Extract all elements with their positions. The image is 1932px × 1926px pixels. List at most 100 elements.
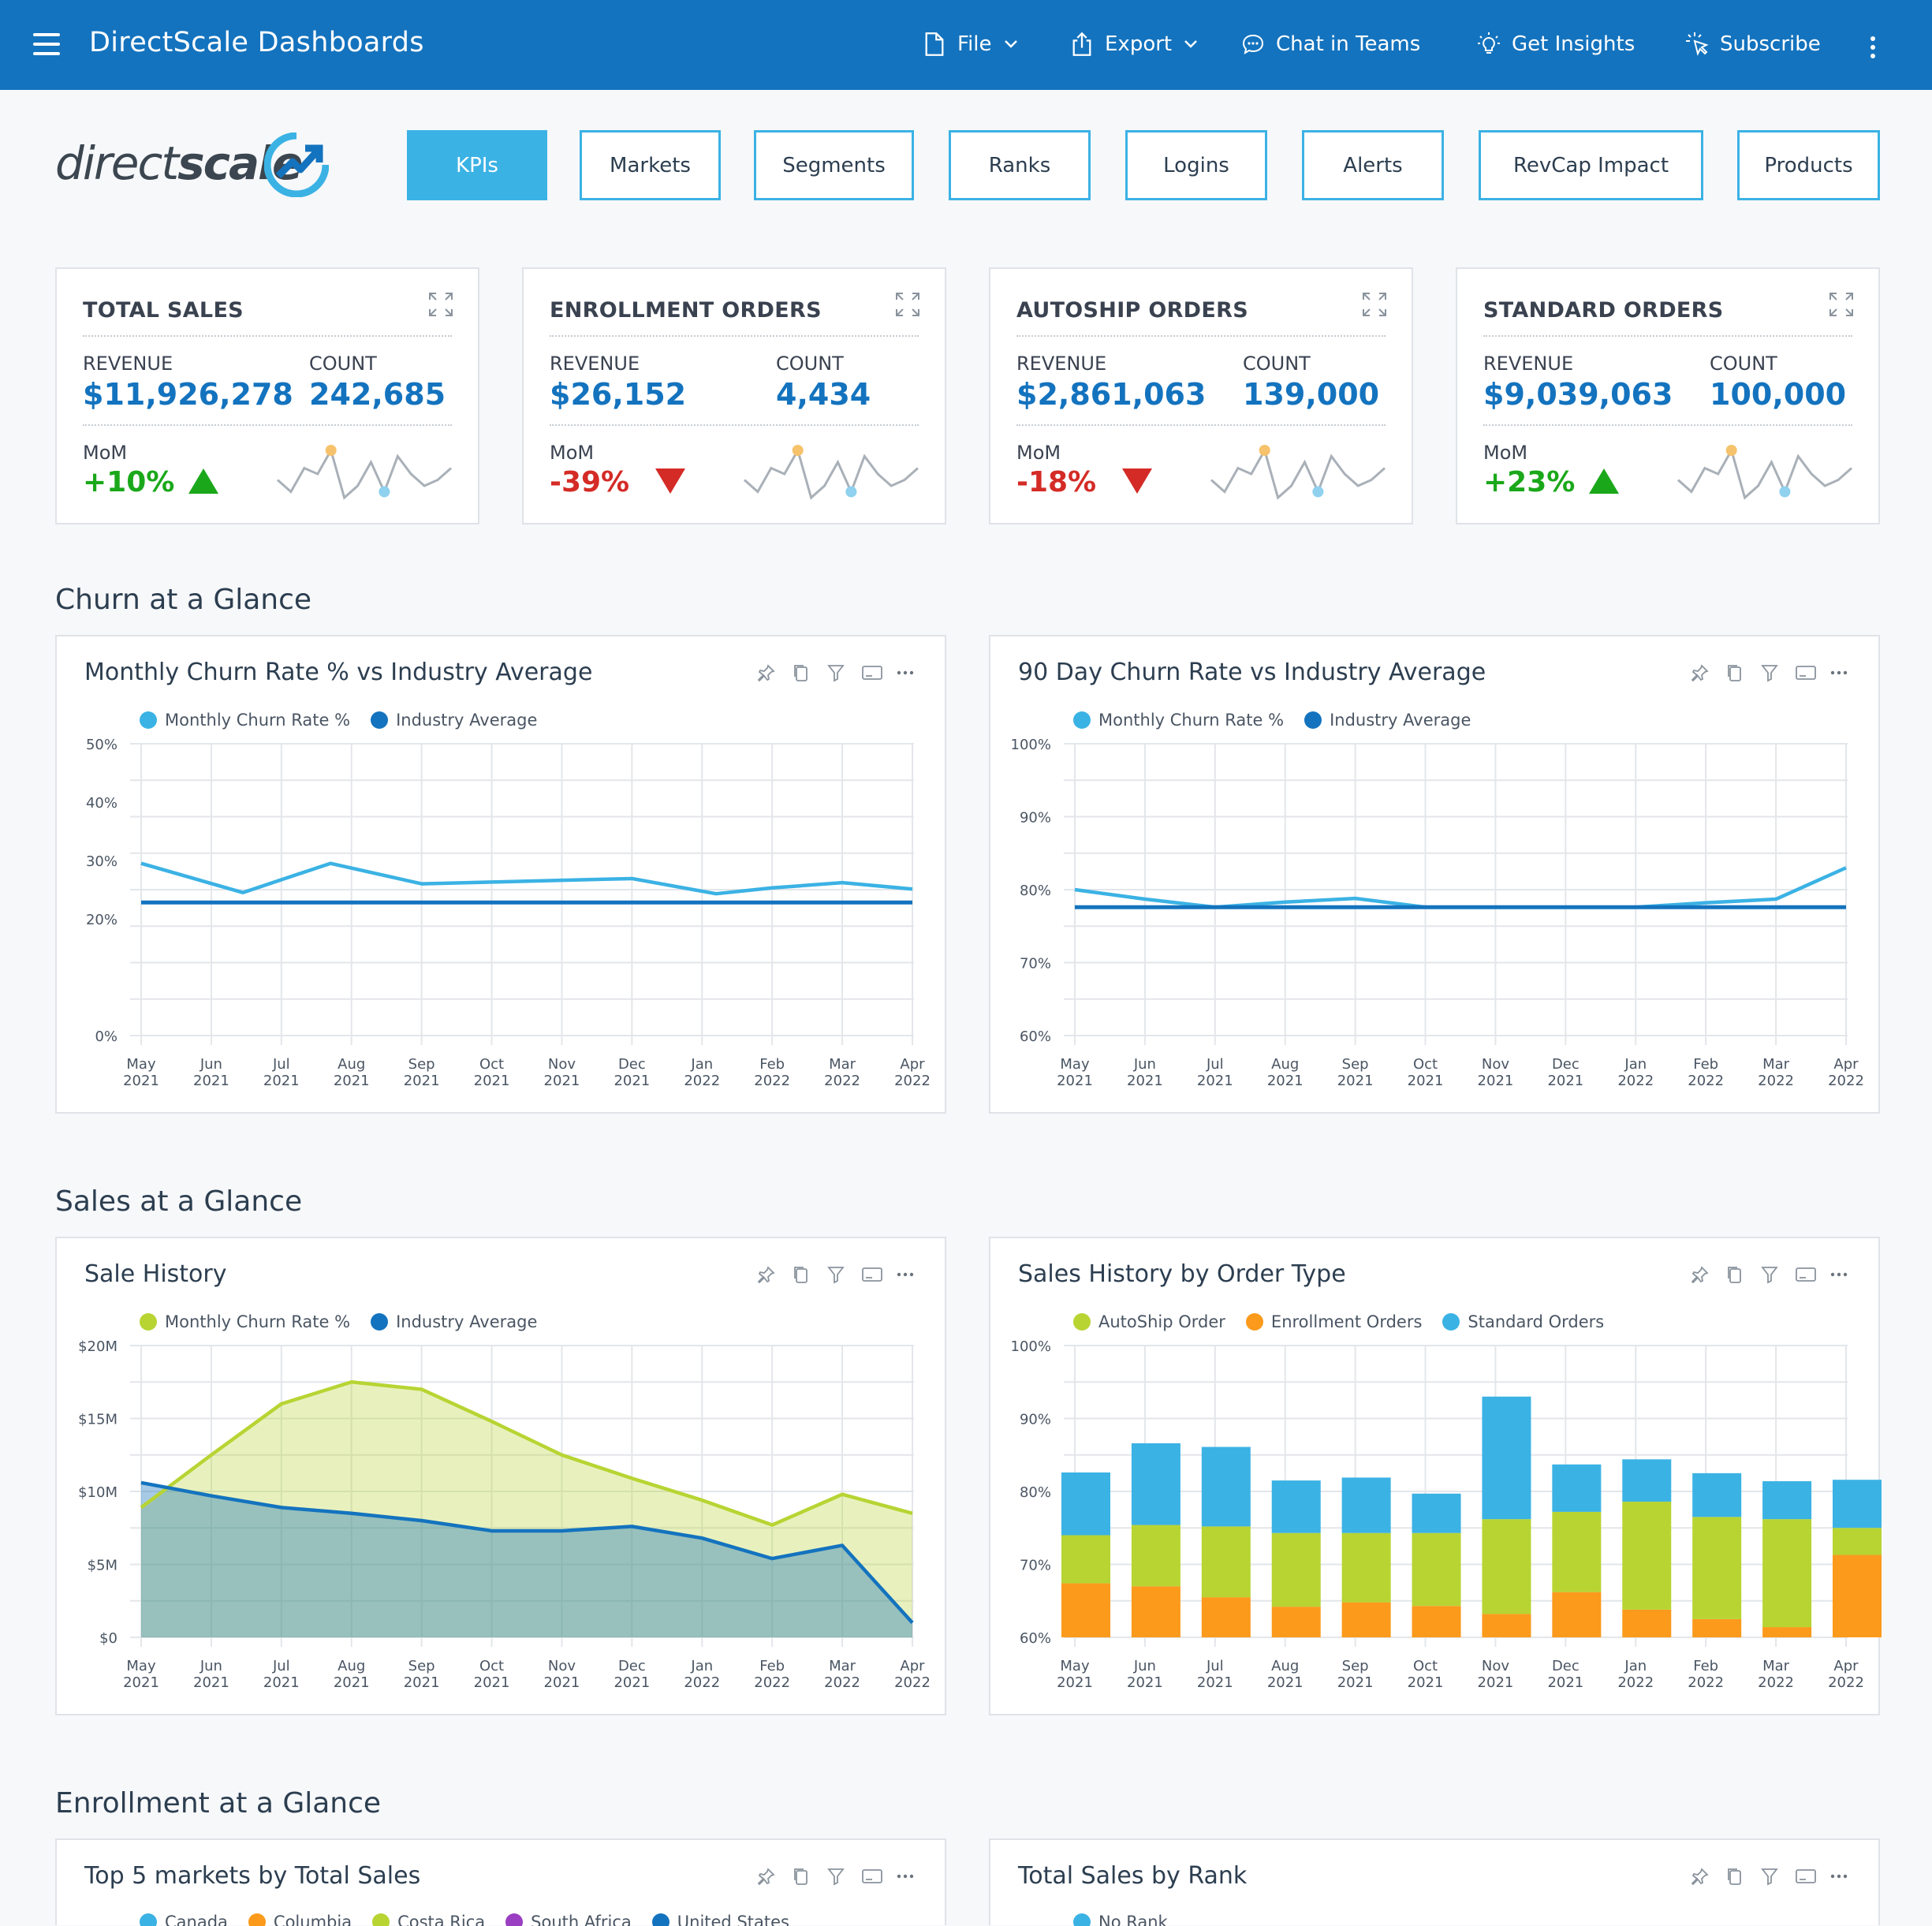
tab-products[interactable]: Products: [1737, 130, 1880, 200]
expand-icon[interactable]: [1361, 291, 1388, 318]
get-insights-button[interactable]: Get Insights: [1477, 32, 1635, 57]
bar-segment[interactable]: [1061, 1472, 1110, 1536]
filter-icon[interactable]: [826, 1867, 845, 1886]
bar-segment[interactable]: [1833, 1528, 1882, 1555]
more-options-icon[interactable]: [896, 1867, 915, 1886]
bar-segment[interactable]: [1341, 1532, 1391, 1603]
pin-icon[interactable]: [757, 1265, 776, 1284]
legend-item[interactable]: South Africa: [505, 1913, 632, 1926]
bar-segment[interactable]: [1692, 1618, 1742, 1637]
export-menu[interactable]: Export: [1070, 32, 1199, 57]
bar-segment[interactable]: [1201, 1526, 1251, 1598]
legend-item[interactable]: Standard Orders: [1442, 1312, 1604, 1331]
copy-icon[interactable]: [792, 1867, 811, 1886]
more-options-icon[interactable]: [1829, 1265, 1848, 1284]
bar-segment[interactable]: [1131, 1443, 1180, 1525]
bar-segment[interactable]: [1271, 1532, 1321, 1607]
pin-icon[interactable]: [1691, 1265, 1710, 1284]
series-line[interactable]: [140, 1480, 914, 1625]
bar-segment[interactable]: [1833, 1555, 1882, 1637]
bar-segment[interactable]: [1482, 1396, 1531, 1520]
legend-item[interactable]: Industry Average: [1304, 711, 1471, 730]
legend-item[interactable]: No Rank: [1073, 1913, 1168, 1926]
focus-mode-icon[interactable]: [861, 1265, 882, 1284]
tab-alerts[interactable]: Alerts: [1302, 130, 1444, 200]
bar-segment[interactable]: [1412, 1532, 1461, 1607]
bar-segment[interactable]: [1552, 1511, 1602, 1592]
bar-segment[interactable]: [1131, 1586, 1180, 1637]
bar-segment[interactable]: [1552, 1592, 1602, 1637]
subscribe-button[interactable]: Subscribe: [1685, 32, 1821, 57]
legend-item[interactable]: Costa Rica: [372, 1913, 485, 1926]
legend-item[interactable]: United States: [651, 1913, 789, 1926]
bar-segment[interactable]: [1271, 1480, 1321, 1533]
series-line[interactable]: [140, 1380, 913, 1527]
chat-in-teams-button[interactable]: Chat in Teams: [1241, 32, 1420, 57]
filter-icon[interactable]: [1760, 1265, 1779, 1284]
bar-segment[interactable]: [1061, 1535, 1110, 1584]
expand-icon[interactable]: [427, 291, 454, 318]
legend-item[interactable]: Industry Average: [371, 1312, 537, 1331]
pin-icon[interactable]: [757, 663, 776, 682]
expand-icon[interactable]: [894, 291, 921, 318]
bar-segment[interactable]: [1131, 1525, 1180, 1587]
pin-icon[interactable]: [757, 1867, 776, 1886]
bar-segment[interactable]: [1833, 1480, 1882, 1528]
bar-segment[interactable]: [1482, 1519, 1531, 1614]
tab-segments[interactable]: Segments: [754, 130, 914, 200]
bar-segment[interactable]: [1622, 1609, 1672, 1637]
bar-segment[interactable]: [1201, 1446, 1251, 1527]
tab-ranks[interactable]: Ranks: [949, 130, 1091, 200]
bar-segment[interactable]: [1692, 1472, 1742, 1517]
legend-item[interactable]: Columbia: [248, 1913, 352, 1926]
bar-segment[interactable]: [1201, 1597, 1251, 1637]
filter-icon[interactable]: [1760, 1867, 1779, 1886]
hamburger-menu-icon[interactable]: [33, 33, 60, 55]
bar-segment[interactable]: [1482, 1614, 1531, 1637]
tab-kpis[interactable]: KPIs: [407, 130, 547, 200]
tab-revcap-impact[interactable]: RevCap Impact: [1479, 130, 1703, 200]
bar-segment[interactable]: [1762, 1519, 1812, 1628]
more-options-icon[interactable]: [1870, 36, 1877, 58]
bar-segment[interactable]: [1412, 1493, 1461, 1533]
more-options-icon[interactable]: [896, 1265, 915, 1284]
copy-icon[interactable]: [792, 663, 811, 682]
bar-segment[interactable]: [1061, 1583, 1110, 1637]
bar-segment[interactable]: [1412, 1606, 1461, 1637]
bar-segment[interactable]: [1341, 1602, 1391, 1637]
copy-icon[interactable]: [792, 1265, 811, 1284]
focus-mode-icon[interactable]: [1795, 1265, 1816, 1284]
legend-item[interactable]: Monthly Churn Rate %: [1073, 711, 1284, 730]
pin-icon[interactable]: [1691, 663, 1710, 682]
bar-segment[interactable]: [1762, 1481, 1812, 1520]
more-options-icon[interactable]: [896, 663, 915, 682]
legend-item[interactable]: AutoShip Order: [1073, 1312, 1225, 1331]
focus-mode-icon[interactable]: [861, 663, 882, 682]
tab-logins[interactable]: Logins: [1125, 130, 1267, 200]
bar-segment[interactable]: [1622, 1501, 1672, 1610]
more-options-icon[interactable]: [1829, 1867, 1848, 1886]
bar-segment[interactable]: [1341, 1477, 1391, 1533]
filter-icon[interactable]: [826, 1265, 845, 1284]
series-line[interactable]: [1074, 866, 1847, 909]
bar-segment[interactable]: [1692, 1517, 1742, 1619]
legend-item[interactable]: Canada: [140, 1913, 228, 1926]
copy-icon[interactable]: [1725, 1867, 1744, 1886]
copy-icon[interactable]: [1725, 663, 1744, 682]
bar-segment[interactable]: [1271, 1607, 1321, 1637]
expand-icon[interactable]: [1828, 291, 1855, 318]
bar-segment[interactable]: [1552, 1464, 1602, 1512]
focus-mode-icon[interactable]: [1795, 1867, 1816, 1886]
bar-segment[interactable]: [1622, 1459, 1672, 1502]
focus-mode-icon[interactable]: [1795, 663, 1816, 682]
legend-item[interactable]: Enrollment Orders: [1245, 1312, 1422, 1331]
filter-icon[interactable]: [826, 663, 845, 682]
pin-icon[interactable]: [1691, 1867, 1710, 1886]
legend-item[interactable]: Monthly Churn Rate %: [140, 1312, 350, 1331]
tab-markets[interactable]: Markets: [580, 130, 721, 200]
bar-segment[interactable]: [1762, 1627, 1812, 1637]
legend-item[interactable]: Monthly Churn Rate %: [140, 711, 350, 730]
file-menu[interactable]: File: [923, 32, 1019, 57]
filter-icon[interactable]: [1760, 663, 1779, 682]
focus-mode-icon[interactable]: [861, 1867, 882, 1886]
